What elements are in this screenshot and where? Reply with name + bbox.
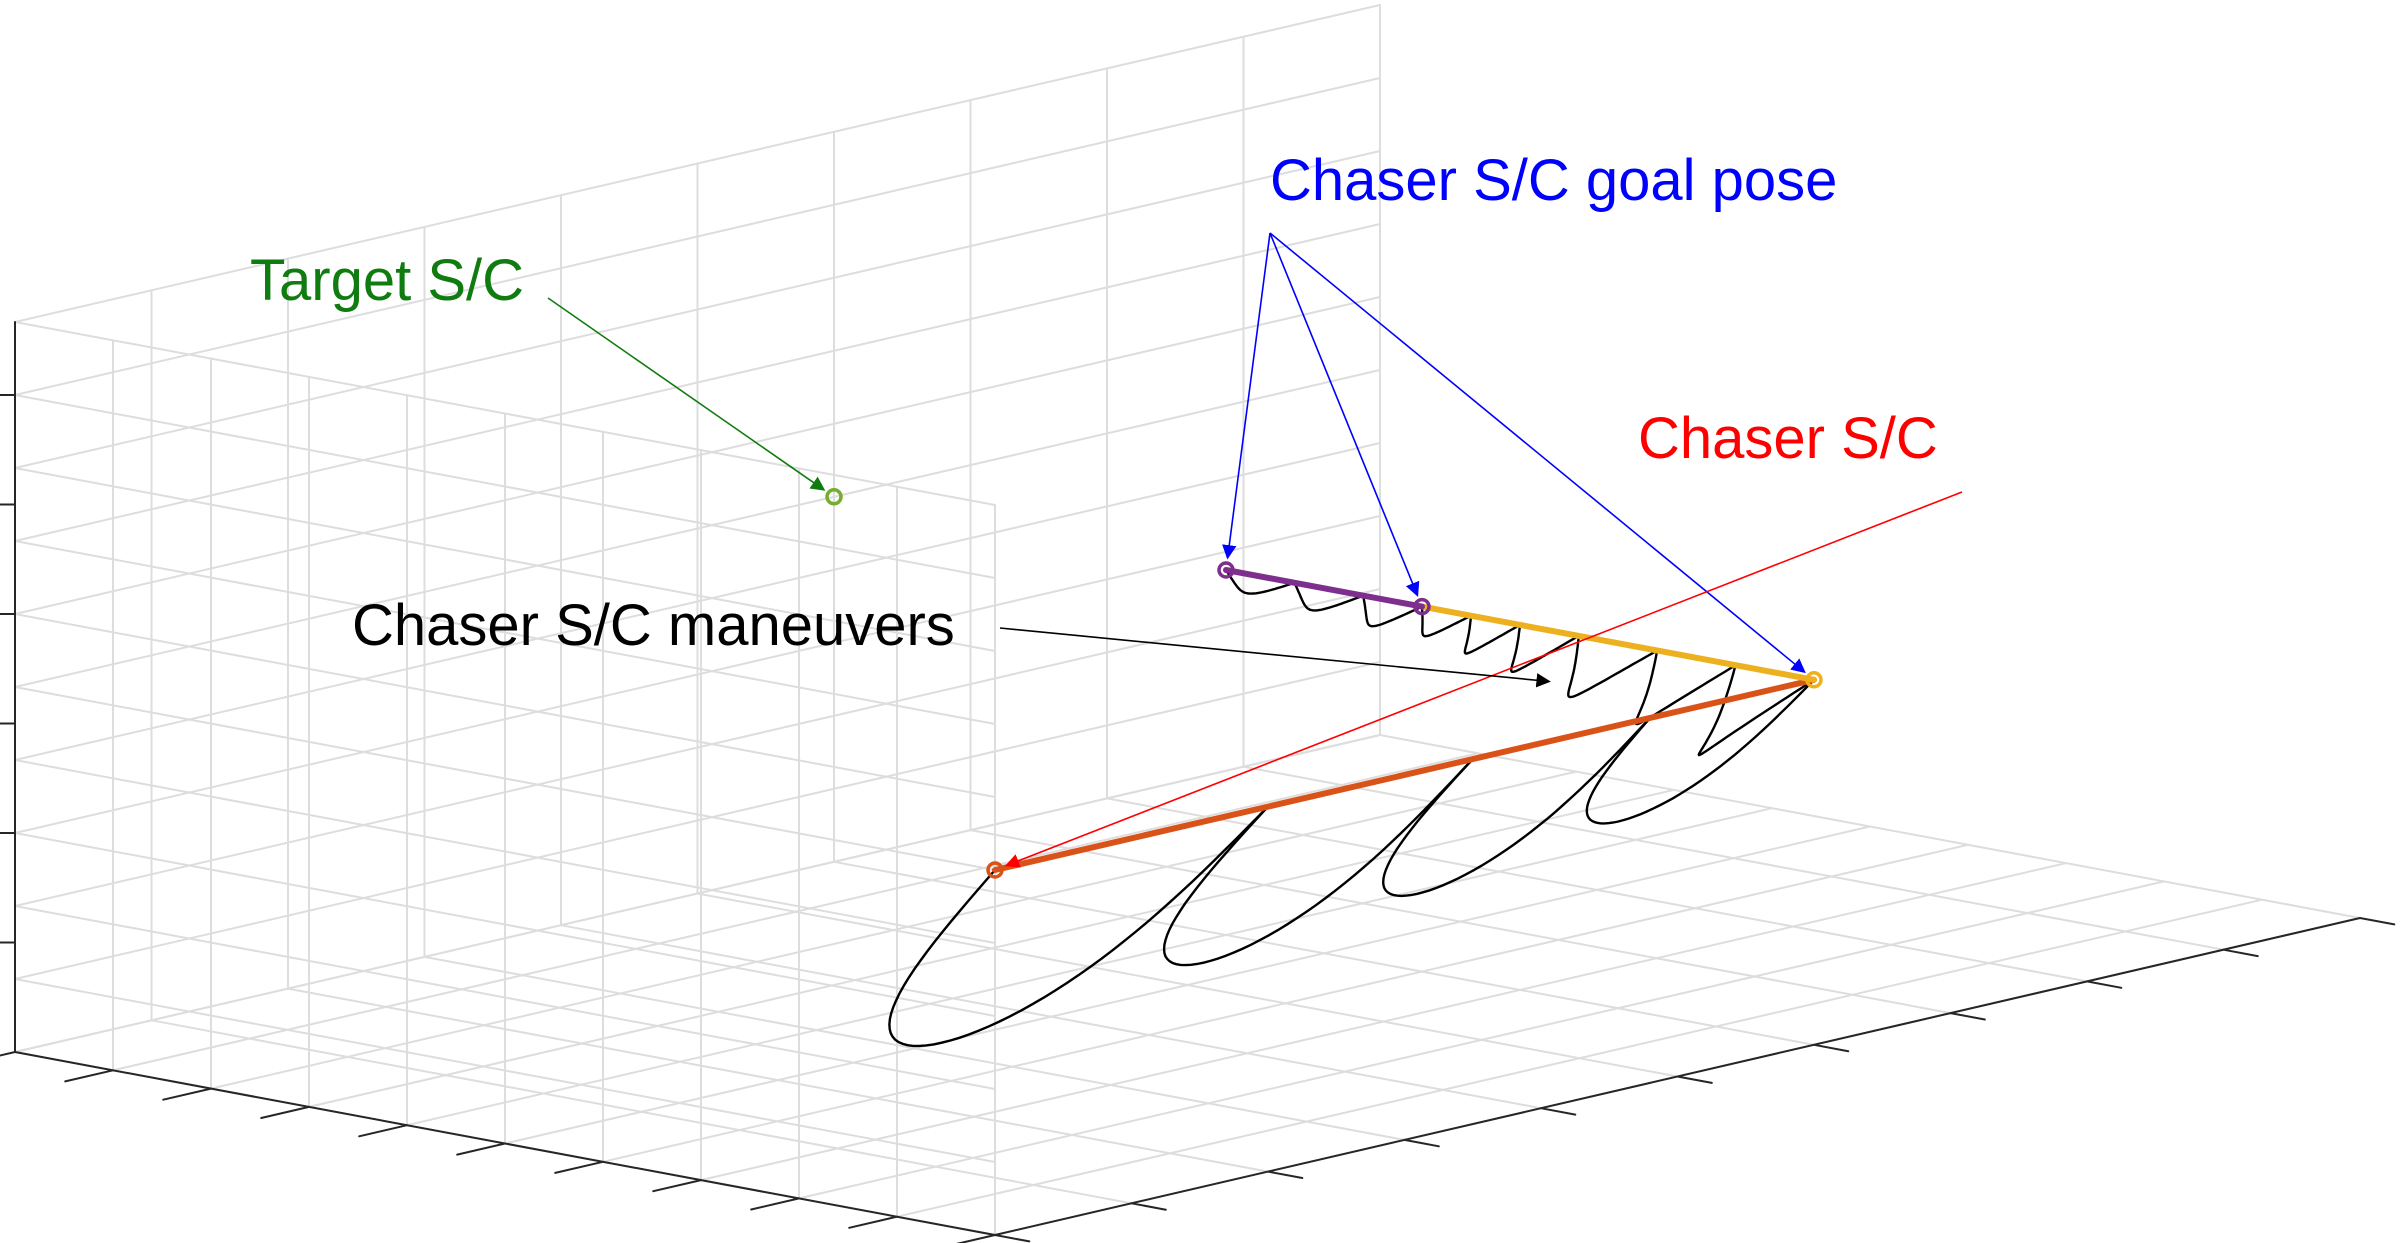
- maneuver-label: Chaser S/C maneuvers: [352, 593, 955, 658]
- maneuver-loop: [888, 805, 1269, 1048]
- y-tick: [358, 1124, 408, 1138]
- grid-line: [112, 752, 1479, 1072]
- chaser_leg-marker: [986, 861, 1004, 879]
- y-tick: [64, 1069, 114, 1083]
- annotations: Target S/C Chaser S/C goal pose Chaser S/C…: [250, 148, 1963, 868]
- x-tick: [1267, 1170, 1304, 1180]
- x-tick: [1813, 1043, 1850, 1053]
- grid-line: [1106, 797, 2088, 983]
- x-tick: [1540, 1107, 1577, 1116]
- goal-label: Chaser S/C goal pose: [1270, 148, 1837, 213]
- maneuver-loops: [888, 569, 1815, 1048]
- grid-line: [14, 321, 996, 506]
- grid-line: [14, 540, 996, 725]
- maneuver-loop: [1585, 678, 1815, 825]
- grid-line: [14, 467, 996, 652]
- pose-markers: [825, 488, 1823, 879]
- x-tick: [2222, 948, 2259, 958]
- y-tick: [260, 1105, 310, 1119]
- y-tick: [750, 1197, 800, 1211]
- y-tick: [162, 1087, 212, 1101]
- maneuver-loop: [1293, 582, 1364, 612]
- approach-segment: [1419, 603, 1817, 683]
- target-label: Target S/C: [250, 248, 524, 313]
- maneuver-loop: [1697, 664, 1815, 757]
- maneuver-loop: [1420, 606, 1472, 638]
- y-tick: [956, 1234, 996, 1243]
- grid-line: [833, 860, 1815, 1046]
- axes-box: [0, 321, 2396, 1243]
- y-tick: [652, 1179, 702, 1193]
- maneuver-loop: [1567, 635, 1658, 699]
- maneuver-loop: [1162, 758, 1474, 967]
- grid-line: [14, 223, 1381, 542]
- x-tick: [2359, 917, 2396, 926]
- target-marker: [825, 488, 843, 506]
- y-tick: [0, 1051, 16, 1057]
- grid-line: [14, 4, 1381, 323]
- x-tick: [1949, 1012, 1986, 1021]
- trajectory-segments: [992, 567, 1817, 873]
- maneuver-arrow: [999, 627, 1551, 688]
- grid-line: [969, 829, 1952, 1015]
- grid-line: [14, 77, 1381, 396]
- grid-line: [210, 770, 1577, 1090]
- grid-line: [1242, 765, 2225, 951]
- goal-arrow: [1222, 232, 1271, 560]
- maneuver-loop: [1463, 615, 1521, 655]
- x-tick: [994, 1234, 1031, 1243]
- x-tick: [2086, 980, 2123, 989]
- chaser-arrow: [1004, 491, 1963, 868]
- grid-line: [14, 369, 1381, 688]
- grid-line: [14, 394, 996, 579]
- grid-line: [14, 613, 996, 798]
- grid-line: [308, 788, 1675, 1108]
- grid-line: [14, 150, 1381, 469]
- x-tick: [1403, 1138, 1440, 1148]
- y-tick: [554, 1160, 604, 1174]
- approach-marker: [1805, 671, 1823, 689]
- goal-marker: [1413, 597, 1431, 616]
- maneuver-loop: [1224, 569, 1295, 595]
- chaser-label: Chaser S/C: [1638, 406, 1938, 471]
- grid-line: [14, 734, 1381, 1053]
- chaser_leg-segment: [992, 676, 1817, 873]
- goal-segment: [1223, 567, 1425, 610]
- x-tick: [1130, 1202, 1167, 1211]
- grid-line: [1379, 734, 2361, 919]
- y-tick: [456, 1142, 506, 1156]
- grid-line: [504, 825, 1871, 1145]
- grid-line: [14, 296, 1381, 615]
- goal-arrow: [1269, 232, 1806, 674]
- maneuver-loop: [1381, 716, 1652, 898]
- maneuver-loop: [1362, 595, 1423, 628]
- y-tick: [848, 1215, 898, 1229]
- target-arrow: [547, 297, 826, 491]
- grid-line: [14, 686, 996, 871]
- x-tick: [1676, 1075, 1713, 1084]
- goal-arrow: [1269, 232, 1420, 597]
- goal-marker: [1217, 561, 1235, 579]
